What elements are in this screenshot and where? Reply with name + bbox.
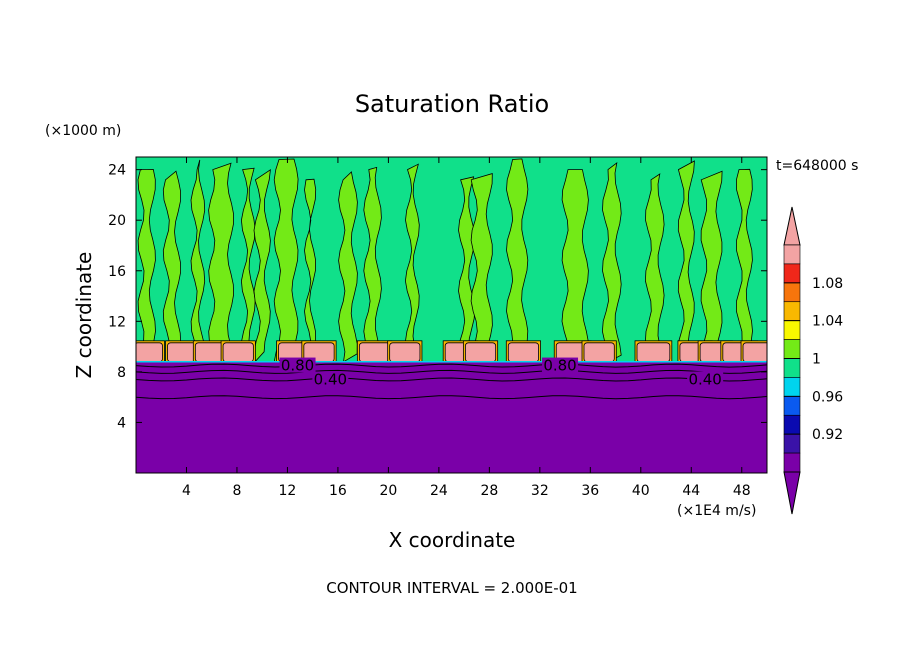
plume-contour xyxy=(208,162,235,363)
colorbar-label: 1.04 xyxy=(812,314,843,330)
isoline-contour xyxy=(136,395,767,400)
colorbar-swatch xyxy=(783,339,801,359)
contour-label-background xyxy=(279,357,316,373)
plume-contour xyxy=(253,168,271,363)
cloud-cell xyxy=(583,342,615,363)
colorbar-swatch xyxy=(783,244,801,265)
y-tick-label: 20 xyxy=(108,213,126,229)
dry-layer-fill xyxy=(136,361,767,473)
y-tick-label: 16 xyxy=(108,264,126,280)
cloud-cell xyxy=(358,342,391,363)
isoline-contour xyxy=(136,363,767,368)
x-axis-label: X coordinate xyxy=(389,528,516,552)
cloud-cell xyxy=(507,342,539,363)
plume-contour xyxy=(273,158,299,363)
x-tick-label: 20 xyxy=(379,483,397,499)
plume-contour xyxy=(162,170,182,363)
plume-contour xyxy=(601,161,622,363)
cloud-cell xyxy=(136,342,163,363)
contour-label: 0.80 xyxy=(543,357,576,375)
y-tick-label: 12 xyxy=(108,314,126,330)
plot-area: 0.800.400.800.404 8 12 16 20 24 28 32 36 40 44 4848… xyxy=(108,156,768,499)
x-tick-label: 16 xyxy=(329,483,347,499)
y-unit-label: (×1000 m) xyxy=(45,123,121,139)
cloud-cell xyxy=(636,342,671,363)
plume-contour xyxy=(304,178,317,363)
x-tick-label: 44 xyxy=(682,483,700,499)
contour-interval-footer: CONTOUR INTERVAL = 2.000E-01 xyxy=(326,579,577,597)
plume-contour xyxy=(137,168,156,363)
plume-contour xyxy=(190,159,206,363)
colorbar-swatch xyxy=(783,320,801,340)
x-tick-label: 48 xyxy=(733,483,751,499)
colorbar-label: 0.92 xyxy=(812,427,843,443)
y-tick-label: 4 xyxy=(117,415,126,431)
x-unit-label: (×1E4 m/s) xyxy=(677,503,756,519)
colorbar-swatch xyxy=(783,433,801,454)
colorbar: 1.08 1.04 1 0.96 0.92 xyxy=(783,206,843,515)
y-axis-label: Z coordinate xyxy=(72,252,96,379)
colorbar-swatch xyxy=(783,396,801,416)
isoline-contour xyxy=(136,377,767,382)
colorbar-label: 1 xyxy=(812,352,821,368)
x-tick-label: 12 xyxy=(279,483,297,499)
plot-frame xyxy=(135,156,768,474)
colorbar-swatch xyxy=(783,414,801,435)
x-tick-label: 8 xyxy=(232,483,241,499)
plume-contour xyxy=(561,169,589,363)
colorbar-swatch xyxy=(783,301,801,321)
chart-title: Saturation Ratio xyxy=(355,90,549,118)
contour-field: 0.800.400.800.40 xyxy=(136,157,767,473)
cloud-cell xyxy=(464,342,497,363)
x-tick-label: 36 xyxy=(581,483,599,499)
colorbar-swatch xyxy=(783,263,801,284)
colorbar-swatch xyxy=(783,452,801,473)
time-label: t=648000 s xyxy=(776,158,858,174)
x-tick-label: 24 xyxy=(430,483,448,499)
colorbar-swatch xyxy=(783,282,801,303)
colorbar-swatch xyxy=(783,377,801,397)
plume-contour xyxy=(735,168,753,363)
plume-contour xyxy=(404,163,420,363)
x-tick-label: 32 xyxy=(531,483,549,499)
cloud-cell xyxy=(742,342,767,363)
cloud-cell xyxy=(222,342,254,363)
contour-label-background xyxy=(687,371,724,387)
cloud-cell xyxy=(389,342,421,363)
plume-contour xyxy=(338,171,358,363)
y-tick-label: 24 xyxy=(108,163,126,179)
plume-contour xyxy=(470,173,493,363)
plume-contour xyxy=(700,170,723,363)
contour-label-background xyxy=(542,357,579,373)
plume-contour xyxy=(240,167,256,363)
colorbar-max-extension xyxy=(783,206,801,246)
x-tick-label: 40 xyxy=(632,483,650,499)
plume-contour xyxy=(506,158,529,363)
isoline-contour xyxy=(136,369,767,374)
colorbar-swatch xyxy=(783,358,801,378)
colorbar-label: 0.96 xyxy=(812,389,843,405)
contour-label: 0.40 xyxy=(314,370,347,388)
plume-contour xyxy=(644,173,665,363)
contour-label: 0.80 xyxy=(281,357,314,375)
colorbar-label: 1.08 xyxy=(812,276,843,292)
contour-label: 0.40 xyxy=(688,370,721,388)
contour-label-background xyxy=(312,371,349,387)
x-tick-label: 4 xyxy=(182,483,191,499)
plume-contour xyxy=(677,160,695,363)
x-tick-label: 28 xyxy=(480,483,498,499)
plume-contour xyxy=(363,166,382,363)
colorbar-min-extension xyxy=(783,471,801,515)
y-tick-label: 8 xyxy=(117,365,126,381)
